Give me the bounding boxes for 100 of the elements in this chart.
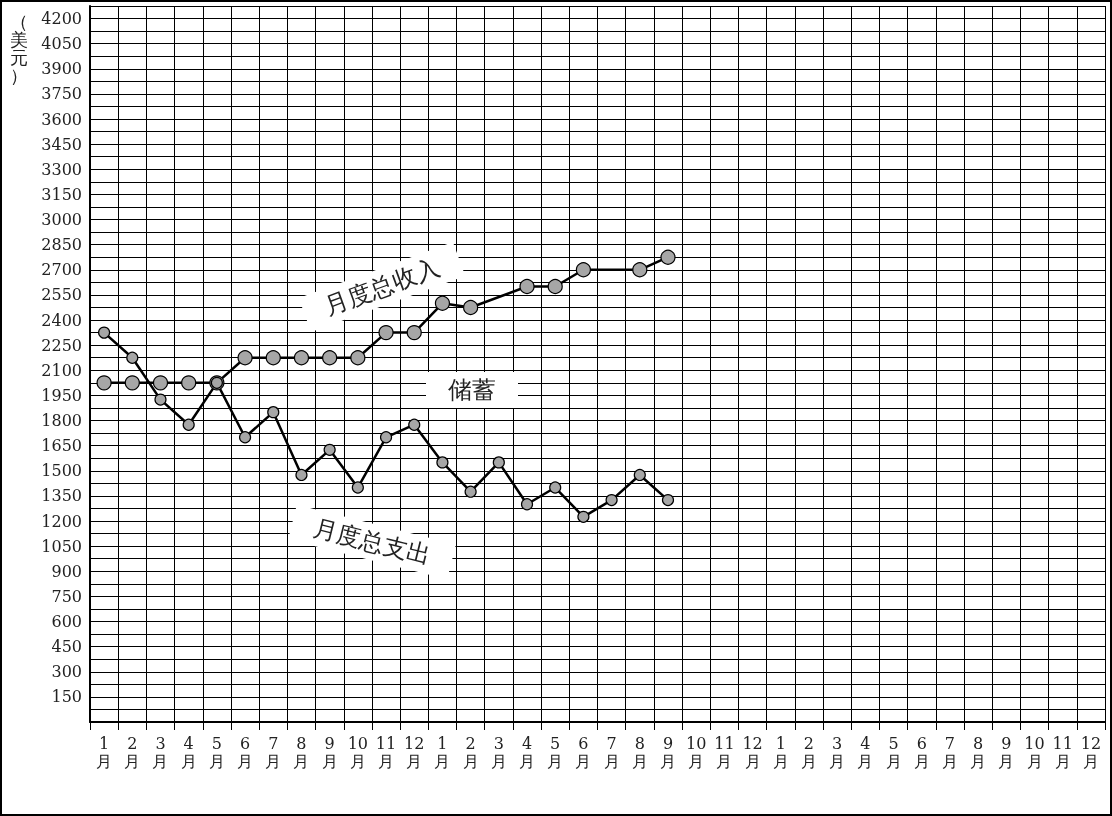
- x-tick-label: 2月: [124, 733, 141, 771]
- point: [492, 456, 505, 469]
- point: [408, 418, 421, 431]
- x-tick-label: 9月: [659, 733, 676, 771]
- x-tick-label: 5月: [208, 733, 225, 771]
- x-tick-label: 1月: [96, 733, 113, 771]
- point: [350, 350, 366, 366]
- y-tick-label: 1650: [41, 436, 82, 456]
- y-tick-label: 3600: [41, 109, 82, 129]
- point: [605, 493, 618, 507]
- x-tick-label: 9月: [998, 733, 1015, 771]
- y-tick-label: 300: [51, 662, 82, 682]
- x-tick-label: 8月: [631, 733, 648, 771]
- y-tick-label: 1050: [41, 536, 82, 556]
- y-tick-label: 4200: [41, 9, 82, 29]
- point: [519, 278, 535, 295]
- y-tick-label: 1800: [41, 411, 82, 431]
- point: [520, 498, 534, 511]
- x-tick-label: 4月: [857, 733, 874, 771]
- point: [464, 485, 477, 498]
- annotation: 储蓄: [448, 376, 496, 404]
- x-tick-label: 3月: [829, 733, 846, 771]
- point: [379, 431, 393, 444]
- x-tick-label: 7月: [265, 733, 282, 771]
- point: [575, 262, 591, 278]
- point: [96, 375, 112, 391]
- x-tick-label: 12月: [404, 733, 425, 771]
- point: [661, 493, 675, 507]
- point: [295, 468, 308, 482]
- y-tick-label: 3450: [41, 134, 82, 154]
- point: [323, 443, 336, 456]
- x-tick-label: 11月: [714, 733, 735, 771]
- x-tick-label: 1月: [434, 733, 451, 771]
- y-axis-title: （美元）: [10, 10, 28, 86]
- point: [660, 249, 676, 265]
- y-tick-label: 3900: [41, 59, 82, 79]
- point: [632, 262, 648, 278]
- x-tick-label: 6月: [913, 733, 930, 771]
- point: [351, 481, 364, 494]
- x-tick-label: 5月: [547, 733, 564, 771]
- y-tick-label: 450: [51, 637, 82, 657]
- y-tick-label: 3000: [41, 210, 82, 230]
- point: [577, 510, 590, 523]
- y-tick-label: 2100: [41, 360, 82, 380]
- x-tick-label: 9月: [321, 733, 338, 771]
- y-tick-label: 3300: [41, 159, 82, 179]
- y-tick-label: 2850: [41, 235, 82, 255]
- x-tick-label: 4月: [180, 733, 197, 771]
- y-tick-label: 1200: [41, 511, 82, 531]
- x-tick-label: 8月: [970, 733, 987, 771]
- y-tick-label: 2400: [41, 310, 82, 330]
- x-tick-label: 6月: [575, 733, 592, 771]
- point: [98, 326, 111, 339]
- point: [265, 350, 281, 366]
- y-tick-label: 2700: [41, 260, 82, 280]
- point: [436, 456, 449, 469]
- y-tick-label: 750: [51, 586, 82, 606]
- point: [267, 406, 280, 419]
- x-tick-label: 4月: [519, 733, 536, 771]
- point: [182, 418, 195, 431]
- point: [181, 375, 197, 391]
- y-tick-label: 1350: [41, 486, 82, 506]
- point: [549, 481, 562, 494]
- point: [154, 393, 167, 406]
- x-tick-label: 6月: [237, 733, 254, 771]
- x-tick-label: 10月: [1024, 733, 1045, 771]
- y-tick-label: 900: [51, 561, 82, 581]
- x-tick-label: 11月: [1052, 733, 1073, 771]
- y-tick-label: 1950: [41, 385, 82, 405]
- y-tick-label: 3150: [41, 184, 82, 204]
- x-tick-label: 3月: [152, 733, 169, 771]
- text: 月度总支出: [310, 513, 434, 571]
- y-tick-label: 3750: [41, 84, 82, 104]
- point: [152, 375, 169, 391]
- x-tick-label: 5月: [885, 733, 902, 771]
- point: [322, 350, 338, 366]
- x-tick-label: 10月: [686, 733, 707, 771]
- point: [238, 431, 252, 444]
- x-tick-label: 12月: [742, 733, 763, 771]
- y-tick-label: 2550: [41, 285, 82, 305]
- x-tick-label: 12月: [1080, 733, 1102, 771]
- x-tick-label: 1月: [772, 733, 789, 771]
- x-tick-label: 2月: [800, 733, 817, 771]
- y-tick-label: 600: [51, 612, 82, 632]
- point: [633, 468, 646, 482]
- x-tick-label: 8月: [293, 733, 310, 771]
- y-tick-label: 2250: [41, 335, 82, 355]
- x-tick-label: 2月: [462, 733, 479, 771]
- point: [237, 350, 253, 366]
- point: [463, 299, 479, 316]
- point: [293, 350, 310, 366]
- y-tick-label: 1500: [41, 461, 82, 481]
- y-tick-label: 150: [51, 687, 82, 707]
- x-tick-label: 7月: [941, 733, 958, 771]
- x-tick-label: 11月: [375, 733, 397, 771]
- point: [126, 351, 139, 364]
- point: [547, 278, 563, 295]
- x-tick-label: 10月: [347, 733, 369, 771]
- point: [124, 375, 140, 391]
- y-tick-label: 4050: [41, 34, 82, 54]
